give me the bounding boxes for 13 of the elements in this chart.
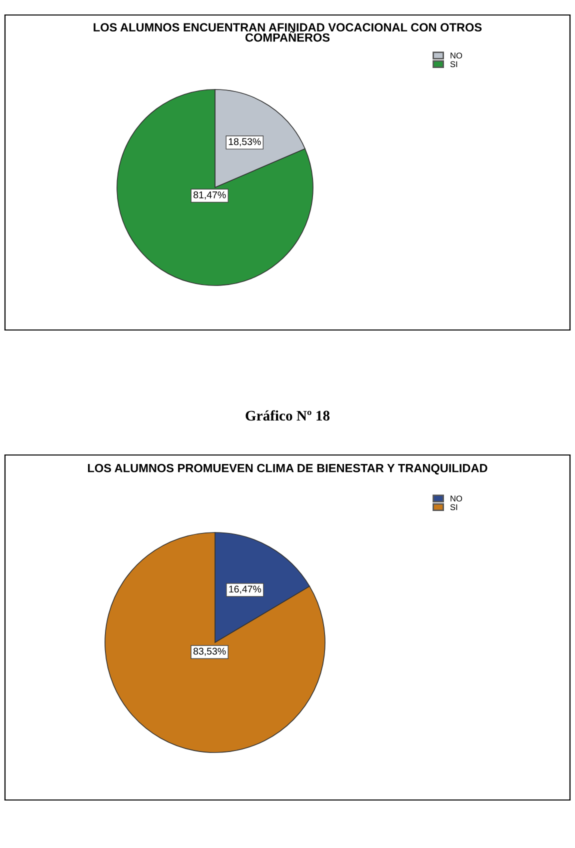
pie-slice [116,89,314,286]
legend-label: NO [450,52,462,58]
legend-label: SI [450,61,458,68]
chart-title: LOS ALUMNOS PROMUEVEN CLIMA DE BIENESTAR Y TRANQUILIDAD [88,464,488,475]
legend-label: SI [450,504,458,510]
pie-slice [104,532,326,753]
data-label: 18,53% [228,138,261,146]
data-label: 16,47% [229,586,262,594]
data-label: 81,47% [194,191,226,200]
data-label: 83,53% [193,648,226,656]
chart-title: LOS ALUMNOS ENCUENTRAN AFINIDAD VOCACIONAL CON OTROS COMPAÑEROS [94,23,482,42]
legend-label: NO [450,496,462,502]
text: Gráfico Nº 18 [246,410,330,421]
